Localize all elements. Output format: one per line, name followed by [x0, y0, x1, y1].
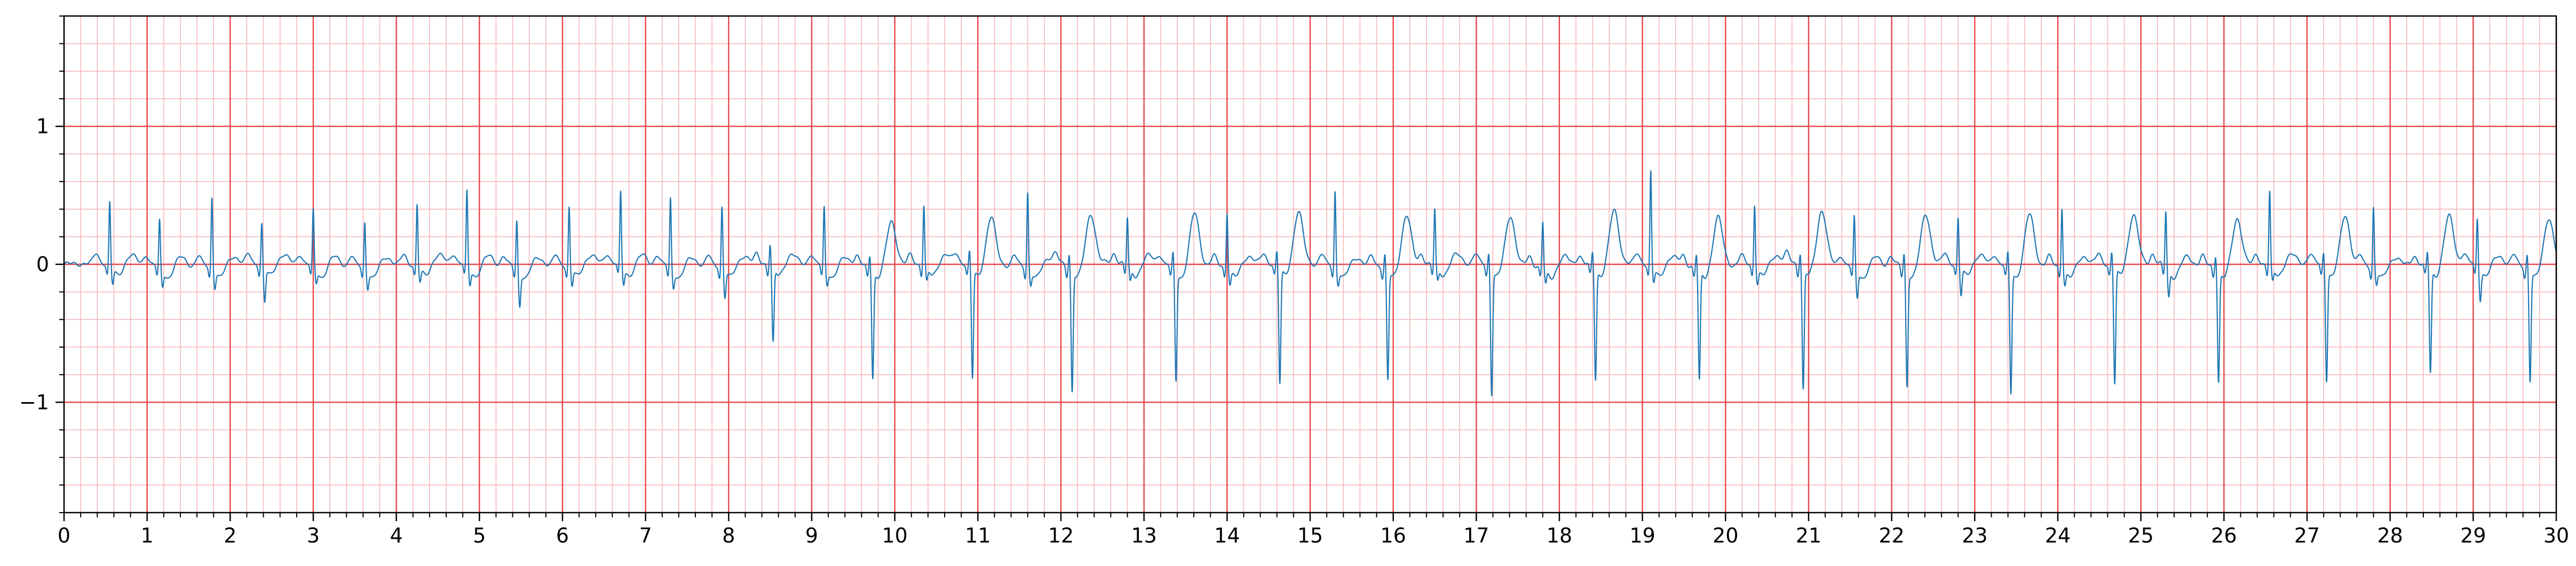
- x-tick-label: 21: [1796, 524, 1821, 547]
- y-tick-label: −1: [19, 390, 49, 414]
- x-tick-label: 11: [965, 524, 990, 547]
- ecg-trace-layer: [64, 170, 2557, 397]
- x-tick-label: 17: [1463, 524, 1489, 547]
- x-tick-label: 22: [1879, 524, 1904, 547]
- x-tick-label: 28: [2377, 524, 2403, 547]
- x-tick-label: 16: [1380, 524, 1406, 547]
- x-axis-ticks: 0 1 2 3 4 5 6 7 8 9 10 11 12 13 14 15 16 17 18 19 20 21 22 23 24…: [58, 513, 2569, 547]
- x-tick-label: 12: [1048, 524, 1074, 547]
- x-tick-label: 1: [141, 524, 154, 547]
- x-tick-label: 13: [1131, 524, 1156, 547]
- x-tick-label: 24: [2045, 524, 2071, 547]
- ecg-series-line: [64, 170, 2557, 397]
- y-tick-label: 0: [36, 253, 49, 276]
- x-tick-label: 7: [639, 524, 652, 547]
- x-tick-label: 4: [390, 524, 403, 547]
- x-tick-label: 19: [1629, 524, 1655, 547]
- x-tick-label: 3: [307, 524, 320, 547]
- x-tick-label: 2: [224, 524, 236, 547]
- x-tick-label: 10: [882, 524, 907, 547]
- x-tick-label: 26: [2211, 524, 2237, 547]
- x-tick-label: 15: [1297, 524, 1323, 547]
- x-tick-label: 18: [1547, 524, 1572, 547]
- x-tick-label: 6: [556, 524, 569, 547]
- x-tick-label: 23: [1962, 524, 1987, 547]
- y-axis-ticks: −1 0 1: [19, 15, 64, 513]
- x-tick-label: 9: [805, 524, 818, 547]
- x-tick-label: 0: [58, 524, 70, 547]
- x-tick-label: 30: [2543, 524, 2569, 547]
- x-tick-label: 20: [1713, 524, 1738, 547]
- x-tick-label: 5: [473, 524, 486, 547]
- x-tick-label: 27: [2294, 524, 2320, 547]
- x-tick-label: 8: [722, 524, 735, 547]
- y-tick-label: 1: [36, 115, 49, 138]
- major-grid: [63, 16, 2557, 513]
- x-tick-label: 29: [2460, 524, 2486, 547]
- x-tick-label: 25: [2128, 524, 2153, 547]
- x-tick-label: 14: [1214, 524, 1240, 547]
